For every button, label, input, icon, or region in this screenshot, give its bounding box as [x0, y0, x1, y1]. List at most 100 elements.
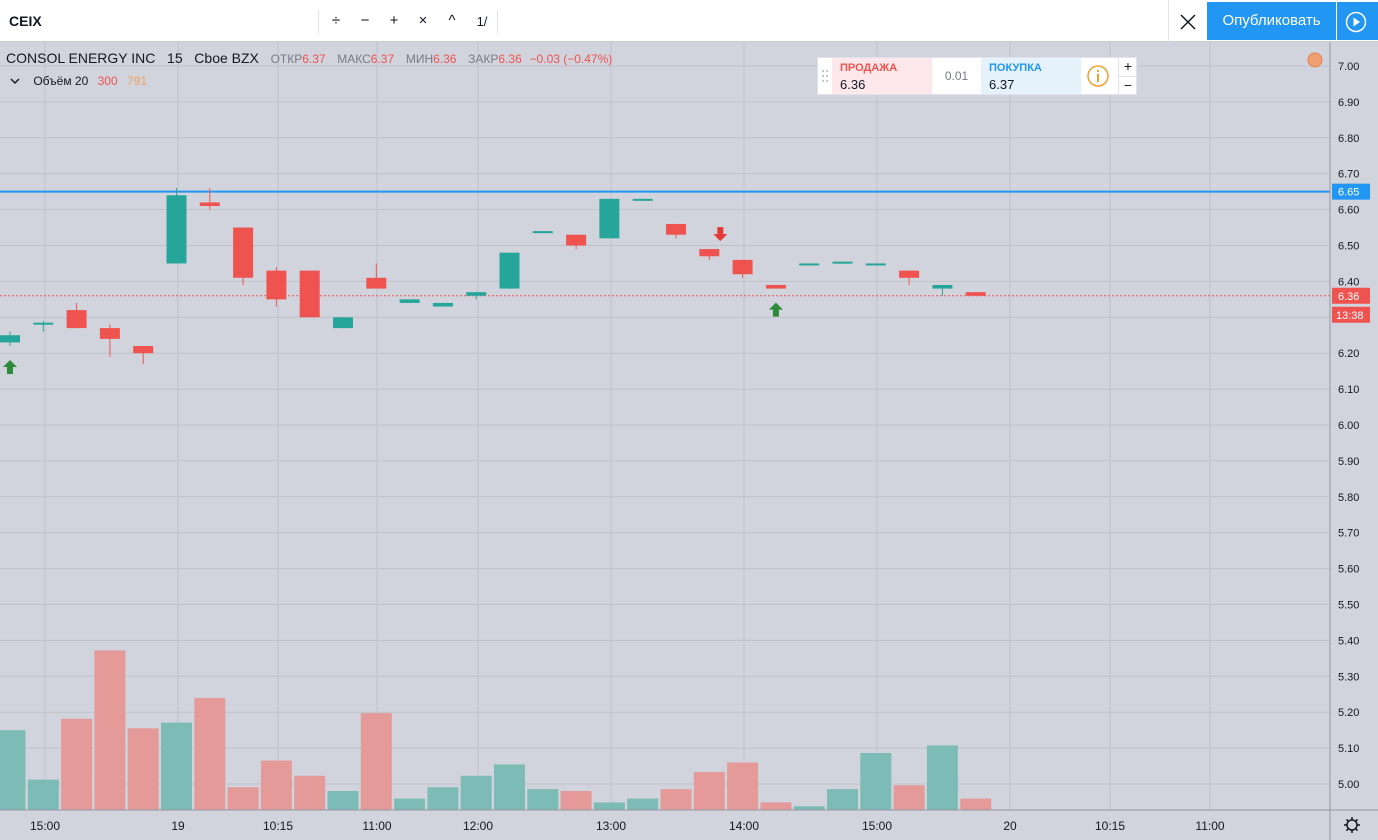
volume-bar: [194, 697, 226, 810]
time-tick-label: 19: [171, 819, 185, 833]
candle[interactable]: [732, 259, 753, 275]
candle[interactable]: [832, 261, 853, 264]
time-tick-label: 15:00: [862, 819, 892, 833]
price-axis[interactable]: [1330, 42, 1378, 840]
candle[interactable]: [865, 263, 886, 266]
price-tick-label: 7.00: [1338, 61, 1359, 73]
trade-panel: ПРОДАЖА 6.36 0.01 ПОКУПКА 6.37 + −: [817, 57, 1137, 95]
candle[interactable]: [99, 328, 120, 339]
price-tick-label: 5.20: [1338, 707, 1359, 719]
price-chart[interactable]: 7.006.906.806.706.606.506.406.306.206.10…: [0, 42, 1378, 840]
volume-bar: [560, 791, 592, 810]
chevron-down-icon[interactable]: [10, 74, 24, 88]
price-tick-label: 6.70: [1338, 169, 1359, 181]
last-price-label-bg: [1332, 287, 1370, 304]
candle[interactable]: [233, 227, 254, 278]
horizontal-line-label-bg: [1332, 183, 1370, 200]
candle[interactable]: [466, 292, 487, 296]
candle[interactable]: [0, 335, 20, 343]
multiply-button[interactable]: ×: [418, 12, 428, 29]
candle[interactable]: [965, 292, 986, 296]
quantity-minus-button[interactable]: −: [1118, 76, 1137, 95]
divide-button[interactable]: ÷: [331, 12, 341, 29]
candle[interactable]: [666, 223, 686, 235]
play-icon: [1345, 11, 1367, 33]
volume-bar: [827, 789, 858, 810]
sell-button[interactable]: ПРОДАЖА 6.36: [832, 58, 932, 94]
candle[interactable]: [699, 249, 720, 257]
price-tick-label: 5.90: [1338, 456, 1359, 468]
candle[interactable]: [366, 277, 387, 289]
time-tick-label: 11:00: [1195, 819, 1224, 833]
quantity-plus-button[interactable]: +: [1118, 58, 1137, 76]
volume-bar: [394, 798, 426, 810]
reciprocal-button[interactable]: 1/: [476, 14, 488, 29]
volume-bar: [294, 775, 326, 810]
close-icon[interactable]: [1170, 4, 1206, 40]
price-tick-label: 6.80: [1338, 133, 1359, 145]
candle[interactable]: [899, 270, 920, 278]
candle[interactable]: [33, 322, 54, 325]
candle[interactable]: [632, 198, 653, 201]
candle[interactable]: [532, 231, 553, 234]
price-tick-label: 5.70: [1338, 528, 1359, 540]
low-label: МИН: [405, 52, 434, 66]
horizontal-line-label: 6.65: [1338, 187, 1359, 199]
volume-bar: [61, 718, 93, 810]
volume-bar: [660, 789, 692, 810]
time-tick-label: 11:00: [362, 819, 391, 833]
volume-bar: [161, 722, 192, 810]
sell-label: ПРОДАЖА: [840, 62, 898, 74]
candle[interactable]: [66, 310, 87, 329]
symbol-input[interactable]: CEIX: [9, 13, 42, 29]
arrow-up-icon: [768, 302, 783, 317]
play-button[interactable]: [1337, 2, 1378, 40]
spread-value: 0.01: [944, 69, 969, 83]
buy-button[interactable]: ПОКУПКА 6.37: [981, 58, 1081, 94]
time-tick-label: 12:00: [463, 819, 493, 833]
price-tick-label: 5.00: [1338, 779, 1359, 791]
price-tick-label: 5.50: [1338, 600, 1359, 612]
volume-bar: [793, 806, 825, 810]
candle[interactable]: [566, 234, 587, 246]
info-icon[interactable]: [1086, 64, 1110, 88]
candle[interactable]: [266, 270, 287, 300]
close-label: ЗАКР: [468, 52, 499, 66]
publish-button[interactable]: Опубликовать: [1207, 2, 1336, 40]
power-button[interactable]: ^: [448, 12, 456, 29]
time-tick-label: 15:00: [30, 819, 60, 833]
candle[interactable]: [432, 302, 453, 307]
gear-icon[interactable]: [1344, 817, 1360, 833]
price-tick-label: 6.60: [1338, 205, 1359, 217]
price-tick-label: 6.10: [1338, 384, 1359, 396]
alert-dot-icon[interactable]: [1307, 52, 1323, 68]
volume-bar: [227, 787, 259, 810]
volume-bar: [360, 713, 392, 810]
sell-price: 6.36: [840, 77, 866, 92]
candle[interactable]: [799, 263, 820, 266]
minus-button[interactable]: −: [360, 12, 370, 29]
candle[interactable]: [499, 252, 520, 289]
plus-button[interactable]: +: [389, 12, 399, 29]
volume-bar: [94, 650, 126, 810]
price-tick-label: 5.40: [1338, 635, 1359, 647]
arrow-down-icon: [713, 227, 728, 242]
price-tick-label: 6.50: [1338, 241, 1359, 253]
time-tick-label: 20: [1003, 819, 1017, 833]
candle[interactable]: [399, 299, 420, 303]
candle[interactable]: [765, 284, 786, 289]
candle[interactable]: [599, 198, 620, 239]
candle[interactable]: [932, 284, 953, 289]
candle[interactable]: [333, 317, 353, 329]
candle[interactable]: [199, 202, 220, 207]
volume-value-a: 300: [97, 74, 118, 88]
symbol-name: CONSOL ENERGY INC: [6, 50, 156, 66]
candle[interactable]: [166, 195, 187, 264]
candle[interactable]: [133, 346, 154, 354]
drag-handle-icon[interactable]: [821, 69, 829, 83]
volume-bar: [627, 798, 659, 810]
interval-label: 15: [167, 50, 183, 66]
volume-legend[interactable]: Объём 20 300 791: [10, 74, 147, 88]
price-tick-label: 5.10: [1338, 743, 1359, 755]
candle[interactable]: [299, 270, 320, 318]
